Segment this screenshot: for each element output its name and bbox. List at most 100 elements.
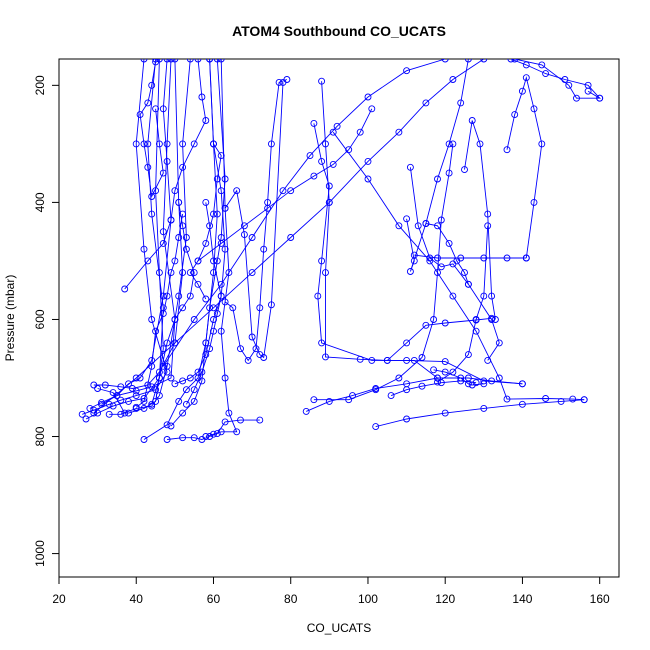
data-point [125,409,132,417]
data-point [163,157,171,165]
data-point [403,215,411,223]
data-point [202,198,210,206]
data-point [495,339,503,347]
y-tick-label: 1000 [33,540,47,567]
series-line [313,123,523,385]
data-point [275,78,283,86]
data-point [256,416,264,424]
data-point [148,193,156,200]
data-point [480,292,488,300]
data-point [171,59,179,63]
series-line [151,202,195,405]
data-point [221,298,229,306]
data-point [144,163,152,171]
data-point [453,257,461,265]
data-point [468,117,476,124]
data-point [159,310,167,318]
data-point [171,380,179,388]
x-tick-label: 100 [358,592,378,606]
data-point [310,396,318,404]
data-point [542,70,550,78]
data-point [206,345,214,353]
data-point [186,59,194,63]
data-point [179,222,187,230]
data-point [310,172,318,180]
data-point [437,263,445,271]
data-point [403,339,411,347]
data-point [210,304,217,312]
data-point [464,380,472,388]
data-point [210,257,217,265]
data-point [557,397,565,405]
data-point [434,175,441,183]
data-point [94,385,102,392]
data-point [441,358,449,366]
data-point [152,105,160,113]
data-point [503,146,511,154]
data-point [163,421,171,429]
data-point [148,400,156,408]
data-point [418,382,426,390]
data-point [144,99,152,107]
series-line [197,108,373,262]
data-point [445,169,453,177]
data-point [333,122,341,130]
data-point [210,430,217,438]
data-point [318,257,326,265]
data-point [476,140,484,148]
data-point [217,239,225,247]
data-point [488,377,496,385]
data-point [287,234,295,241]
data-point [383,356,391,364]
data-point [480,380,488,388]
series-line [506,75,543,259]
data-point [217,428,225,436]
data-point [179,434,187,442]
data-point [113,392,121,400]
data-point [167,59,175,63]
data-point [480,59,488,63]
series-line [167,419,260,440]
data-point [202,433,210,440]
series-line [375,399,585,428]
data-point [244,356,252,364]
series-line [510,59,601,99]
series-line [174,143,226,385]
data-point [194,280,202,288]
data-point [190,397,198,405]
data-point [159,105,167,113]
data-point [182,234,190,241]
data-point [503,395,511,403]
data-point [395,128,403,136]
data-point [530,105,538,113]
data-point [302,407,310,415]
data-point [256,304,264,312]
data-point [495,374,503,382]
data-point [202,117,210,124]
data-point [167,374,175,382]
data-point [580,396,588,404]
data-point [518,400,526,408]
data-point [522,74,530,82]
data-point [426,254,434,262]
data-point [210,140,217,148]
data-point [175,198,183,206]
data-point [445,140,453,148]
data-point [457,99,465,107]
data-point [198,377,206,385]
data-point [155,269,163,277]
data-point [144,140,152,148]
data-point [434,222,441,230]
data-point [213,175,221,183]
data-point [322,353,329,361]
data-point [148,316,156,323]
data-point [121,285,129,293]
data-point [584,81,592,89]
data-point [441,319,449,327]
data-point [287,187,295,195]
data-point [345,396,353,404]
data-point [503,254,511,262]
data-point [144,257,152,265]
data-point [171,187,179,195]
y-tick-label: 800 [33,426,47,446]
